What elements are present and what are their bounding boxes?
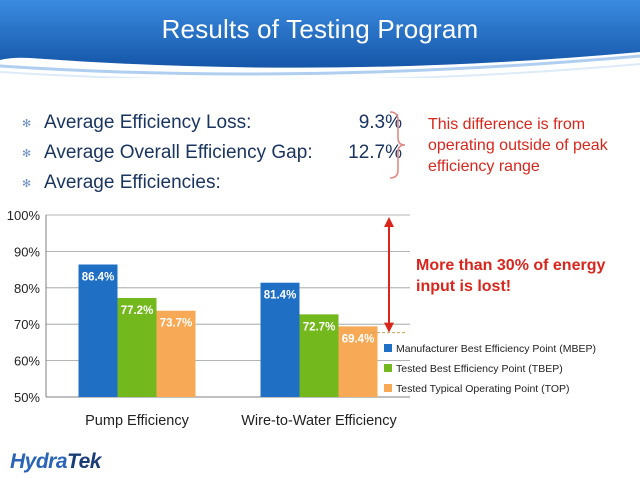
legend-swatch — [384, 384, 392, 392]
bar-data-label: 69.4% — [342, 333, 375, 345]
y-tick-label: 50% — [14, 390, 40, 405]
page-title: Results of Testing Program — [161, 14, 479, 44]
bar-1 — [260, 282, 300, 397]
bar-3 — [156, 310, 196, 397]
bullet-list: ✻ Average Efficiency Loss: 9.3% ✻ Averag… — [22, 112, 402, 202]
legend-label: Tested Typical Operating Point (TOP) — [396, 383, 570, 395]
hydratek-logo: HydraTek — [10, 450, 101, 474]
legend-label: Manufacturer Best Efficiency Point (MBEP… — [396, 343, 596, 355]
bullet-value: 12.7% — [348, 142, 402, 163]
legend-swatch — [384, 364, 392, 372]
x-category-label: Pump Efficiency — [85, 413, 189, 429]
bar-2 — [117, 297, 157, 397]
loss-arrow-head-bottom — [384, 322, 394, 333]
bullet-star-icon: ✻ — [22, 178, 32, 190]
brace-icon — [389, 111, 406, 179]
bullet-value: 9.3% — [358, 112, 402, 133]
bullet-star-icon: ✻ — [22, 148, 32, 160]
y-tick-label: 100% — [7, 208, 41, 223]
efficiency-bar-chart: 50% 60% 70% 80% 90% 100% 86.4% 77.2% 73.7% Pump E… — [7, 208, 596, 429]
bar-data-label: 81.4% — [264, 290, 297, 302]
legend-swatch — [384, 344, 392, 352]
y-tick-label: 80% — [14, 281, 40, 296]
bar-1 — [78, 264, 118, 397]
title-bar: Results of Testing Program — [0, 0, 640, 78]
bullet-efficiency-loss: ✻ Average Efficiency Loss: 9.3% — [22, 112, 402, 142]
legend-label: Tested Best Efficiency Point (TBEP) — [396, 363, 563, 375]
bar-3 — [338, 326, 378, 397]
bar-data-label: 72.7% — [303, 321, 336, 333]
title-bar-background — [0, 0, 640, 78]
bar-data-label: 86.4% — [82, 272, 115, 284]
logo-part-hydra: Hydra — [10, 450, 68, 473]
bullet-label: Average Efficiency Loss: — [44, 112, 252, 133]
bullet-label: Average Overall Efficiency Gap: — [44, 142, 313, 163]
y-tick-label: 70% — [14, 317, 40, 332]
loss-arrow-head-top — [384, 217, 394, 227]
y-tick-label: 60% — [14, 354, 40, 369]
bullet-average-efficiencies: ✻ Average Efficiencies: — [22, 172, 402, 202]
bar-data-label: 77.2% — [121, 305, 154, 317]
bar-2 — [299, 314, 339, 397]
y-tick-label: 90% — [14, 244, 40, 259]
bullet-label: Average Efficiencies: — [44, 172, 221, 193]
x-category-label: Wire-to-Water Efficiency — [241, 413, 397, 429]
bar-data-label: 73.7% — [160, 318, 193, 330]
bullet-star-icon: ✻ — [22, 118, 32, 130]
brace-note: This difference is from operating outsid… — [428, 116, 608, 175]
logo-part-tek: Tek — [67, 450, 101, 473]
energy-loss-callout: More than 30% of energy input is lost! — [416, 257, 606, 295]
bullet-efficiency-gap: ✻ Average Overall Efficiency Gap: 12.7% — [22, 142, 402, 172]
